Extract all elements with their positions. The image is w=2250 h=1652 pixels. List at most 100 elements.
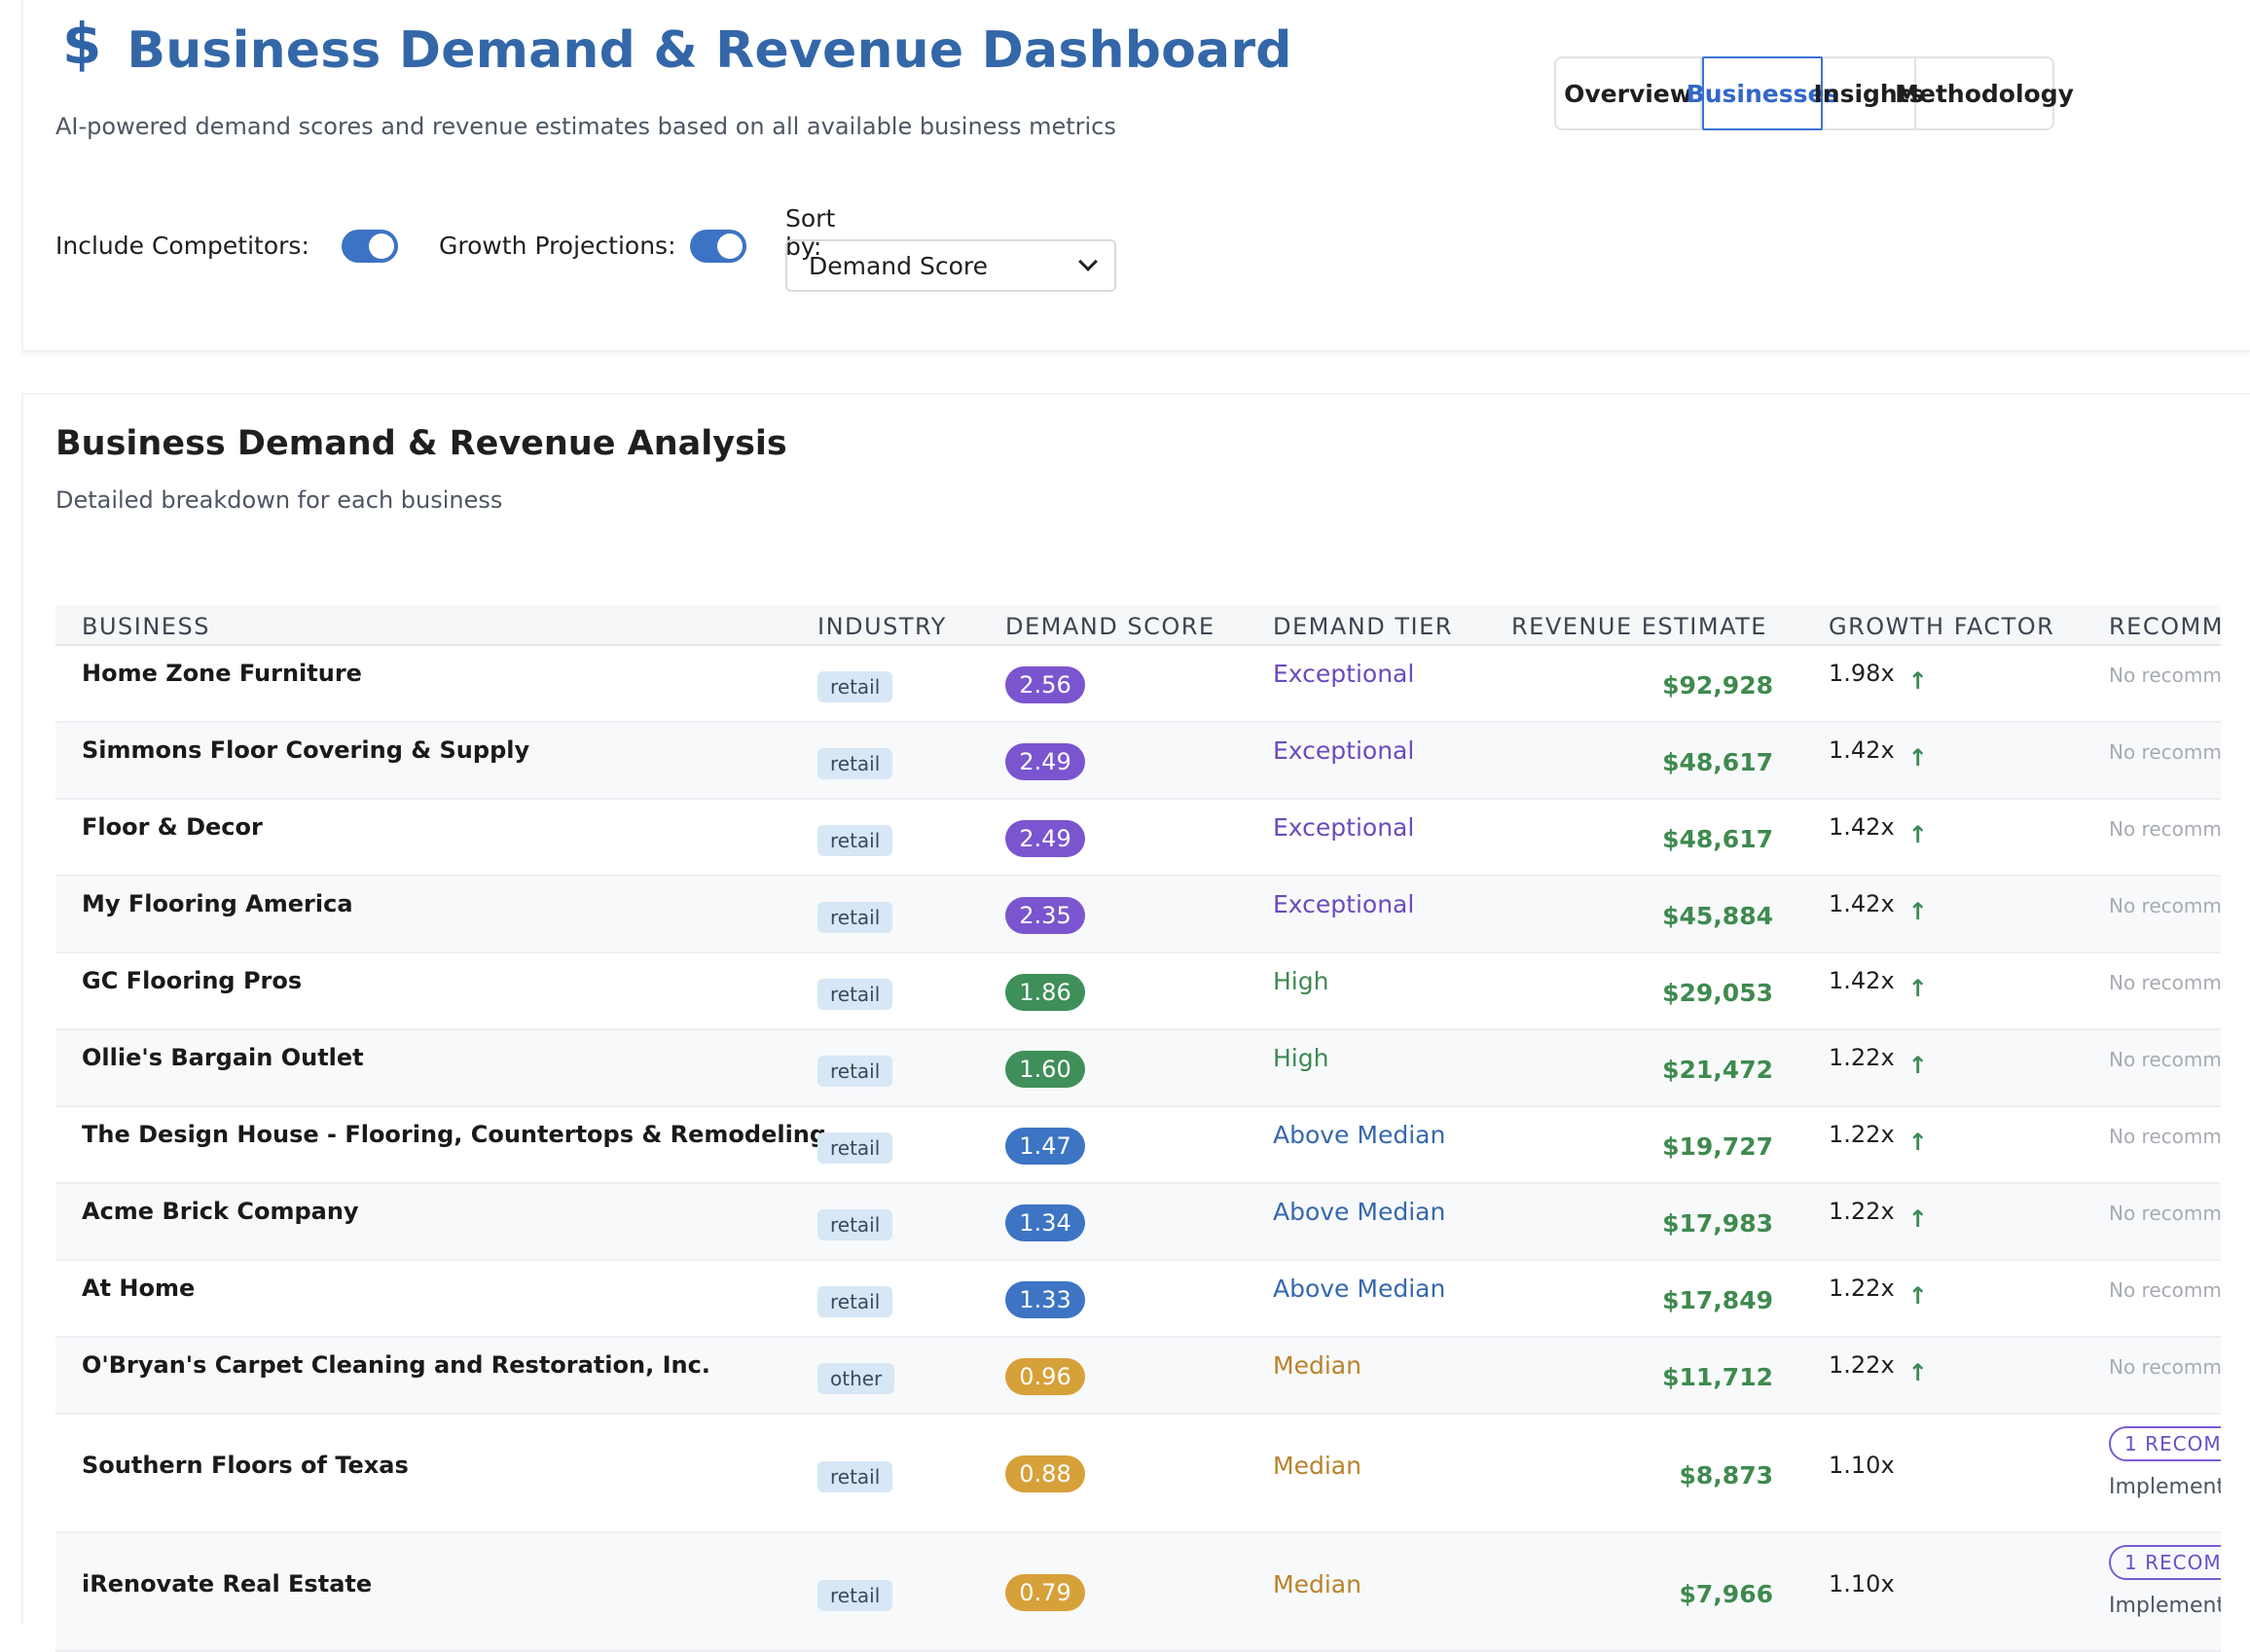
table-row[interactable]: iRenovate Real Estate retail 0.79 Median…: [55, 1533, 2221, 1652]
industry-tag: retail: [817, 1461, 893, 1492]
revenue-estimate: $21,472: [1662, 1056, 1773, 1084]
analysis-card: Business Demand & Revenue Analysis Detai…: [21, 393, 2250, 1652]
table-row[interactable]: Floor & Decor retail 2.49 Exceptional $4…: [55, 800, 2221, 877]
table-row[interactable]: Ollie's Bargain Outlet retail 1.60 High …: [55, 1030, 2221, 1107]
growth-factor: 1.98x ↑: [1829, 660, 1928, 695]
col-demand-tier[interactable]: DEMAND TIER: [1273, 613, 1453, 640]
sort-value: Demand Score: [809, 251, 988, 280]
demand-tier: Exceptional: [1273, 813, 1415, 842]
recommendation-badge[interactable]: 1 RECOM: [2109, 1426, 2221, 1461]
growth-factor: 1.10x: [1829, 1452, 1895, 1479]
business-name[interactable]: O'Bryan's Carpet Cleaning and Restoratio…: [82, 1351, 710, 1379]
table-row[interactable]: Home Zone Furniture retail 2.56 Exceptio…: [55, 646, 2221, 723]
growth-value: 1.42x: [1829, 813, 1895, 841]
business-name[interactable]: Southern Floors of Texas: [82, 1452, 409, 1479]
growth-factor: 1.22x ↑: [1829, 1121, 1928, 1156]
growth-value: 1.42x: [1829, 890, 1895, 917]
page-title: Business Demand & Revenue Dashboard: [127, 21, 1292, 80]
col-recommendations[interactable]: RECOMM: [2109, 613, 2221, 640]
recommendation-text: No recomm: [2109, 1278, 2221, 1302]
business-name[interactable]: GC Flooring Pros: [82, 967, 303, 994]
demand-tier: Median: [1273, 1452, 1361, 1480]
growth-toggle[interactable]: [690, 230, 746, 263]
business-name[interactable]: Simmons Floor Covering & Supply: [82, 736, 530, 764]
table-row[interactable]: O'Bryan's Carpet Cleaning and Restoratio…: [55, 1338, 2221, 1415]
growth-value: 1.22x: [1829, 1275, 1895, 1302]
demand-tier: Exceptional: [1273, 890, 1415, 918]
demand-score-badge: 1.33: [1005, 1281, 1085, 1318]
business-name[interactable]: Home Zone Furniture: [82, 660, 362, 687]
arrow-up-icon: ↑: [1907, 898, 1928, 925]
business-table: BUSINESS INDUSTRY DEMAND SCORE DEMAND TI…: [55, 605, 2221, 1652]
revenue-estimate: $17,849: [1662, 1286, 1773, 1314]
tab-overview[interactable]: Overview: [1556, 58, 1702, 128]
demand-tier: Median: [1273, 1351, 1361, 1380]
table-row[interactable]: My Flooring America retail 2.35 Exceptio…: [55, 877, 2221, 953]
table-row[interactable]: Acme Brick Company retail 1.34 Above Med…: [55, 1184, 2221, 1261]
recommendation-text: No recomm: [2109, 740, 2221, 764]
col-demand-score[interactable]: DEMAND SCORE: [1005, 613, 1216, 640]
business-name[interactable]: My Flooring America: [82, 890, 353, 917]
growth-factor: 1.22x ↑: [1829, 1275, 1928, 1310]
revenue-estimate: $92,928: [1662, 671, 1773, 700]
industry-tag: retail: [817, 671, 893, 702]
recommendation-badge[interactable]: 1 RECOM: [2109, 1545, 2221, 1580]
demand-score-badge: 2.56: [1005, 666, 1085, 703]
table-row[interactable]: The Design House - Flooring, Countertops…: [55, 1107, 2221, 1184]
col-business[interactable]: BUSINESS: [82, 613, 210, 640]
competitors-toggle[interactable]: [342, 230, 398, 263]
revenue-estimate: $45,884: [1662, 902, 1773, 930]
revenue-estimate: $7,966: [1679, 1580, 1773, 1608]
demand-tier: High: [1273, 967, 1329, 995]
dollar-icon: $: [62, 11, 102, 77]
business-name[interactable]: iRenovate Real Estate: [82, 1570, 373, 1598]
industry-tag: retail: [817, 1132, 893, 1164]
demand-score-badge: 2.49: [1005, 743, 1085, 780]
arrow-up-icon: ↑: [1907, 1359, 1928, 1386]
arrow-up-icon: ↑: [1907, 975, 1928, 1002]
col-industry[interactable]: INDUSTRY: [817, 613, 947, 640]
arrow-up-icon: ↑: [1907, 667, 1928, 695]
revenue-estimate: $48,617: [1662, 825, 1773, 853]
demand-score-badge: 1.60: [1005, 1051, 1085, 1088]
col-revenue-estimate[interactable]: REVENUE ESTIMATE: [1511, 613, 1767, 640]
business-name[interactable]: The Design House - Flooring, Countertops…: [82, 1121, 827, 1148]
business-name[interactable]: Floor & Decor: [82, 813, 263, 841]
revenue-estimate: $8,873: [1679, 1461, 1773, 1490]
table-row[interactable]: Simmons Floor Covering & Supply retail 2…: [55, 723, 2221, 800]
growth-value: 1.22x: [1829, 1198, 1895, 1225]
business-name[interactable]: Acme Brick Company: [82, 1198, 359, 1225]
tab-methodology[interactable]: Methodology: [1895, 79, 2074, 108]
demand-score-badge: 2.35: [1005, 897, 1085, 934]
industry-tag: retail: [817, 1056, 893, 1087]
growth-label: Growth Projections:: [439, 232, 676, 260]
competitors-label: Include Competitors:: [55, 232, 309, 260]
dashboard-header-card: $ Business Demand & Revenue Dashboard AI…: [21, 0, 2250, 352]
arrow-up-icon: ↑: [1907, 744, 1928, 772]
arrow-up-icon: ↑: [1907, 821, 1928, 848]
industry-tag: retail: [817, 825, 893, 856]
sort-select[interactable]: Demand Score: [785, 239, 1116, 292]
recommendation-text: No recomm: [2109, 817, 2221, 841]
recommendation-note: Implement: [2109, 1475, 2221, 1499]
revenue-estimate: $17,983: [1662, 1209, 1773, 1238]
arrow-up-icon: ↑: [1907, 1052, 1928, 1079]
title-row: $ Business Demand & Revenue Dashboard: [62, 11, 1292, 90]
tab-insights[interactable]: Insights: [1813, 58, 1924, 128]
table-row[interactable]: At Home retail 1.33 Above Median $17,849…: [55, 1261, 2221, 1338]
tab-businesses[interactable]: Businesses: [1687, 56, 1838, 130]
growth-value: 1.98x: [1829, 660, 1895, 687]
growth-factor: 1.22x ↑: [1829, 1351, 1928, 1386]
business-name[interactable]: At Home: [82, 1275, 196, 1302]
industry-tag: retail: [817, 979, 893, 1010]
business-name[interactable]: Ollie's Bargain Outlet: [82, 1044, 364, 1071]
recommendation-text: No recomm: [2109, 1125, 2221, 1148]
arrow-up-icon: ↑: [1907, 1205, 1928, 1233]
view-tabs: Overview Businesses Insights Methodology: [1554, 56, 2074, 130]
growth-value: 1.22x: [1829, 1351, 1895, 1379]
table-row[interactable]: GC Flooring Pros retail 1.86 High $29,05…: [55, 953, 2221, 1030]
table-row[interactable]: Southern Floors of Texas retail 0.88 Med…: [55, 1415, 2221, 1533]
revenue-estimate: $48,617: [1662, 748, 1773, 776]
col-growth-factor[interactable]: GROWTH FACTOR: [1829, 613, 2055, 640]
revenue-estimate: $19,727: [1662, 1132, 1773, 1161]
